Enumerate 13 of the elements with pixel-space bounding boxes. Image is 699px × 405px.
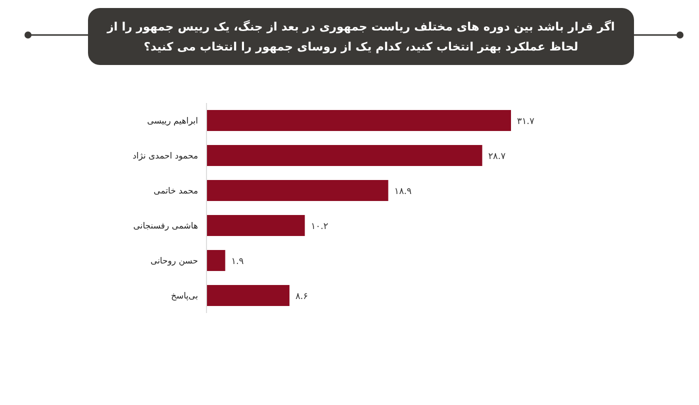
data-label: ۳۱.۷ — [517, 117, 534, 127]
category-label: محمود احمدی نژاد — [132, 152, 198, 162]
category-label: بی‌پاسخ — [170, 292, 198, 302]
category-label: حسن روحانی — [150, 256, 198, 266]
data-label: ۲۸.۷ — [488, 152, 506, 162]
category-label: ابراهیم رییسی — [147, 116, 198, 126]
data-label: ۸.۶ — [295, 292, 308, 302]
data-label: ۱۸.۹ — [394, 187, 412, 197]
category-label: محمد خاتمی — [154, 186, 198, 196]
category-label: هاشمی رفسنجانی — [133, 222, 198, 232]
data-label: ۱۰.۲ — [310, 222, 328, 232]
title: اگر قرار باشد بین دوره های مختلف ریاست جمهوری در بعد از جنگ، یک رییس جمهور را از لحاظ عملکرد بهتر انتخاب کنید، کدام یک از روسای جمهور را انتخاب می کنید؟ — [107, 20, 615, 54]
data-label: ۱.۹ — [231, 257, 244, 267]
